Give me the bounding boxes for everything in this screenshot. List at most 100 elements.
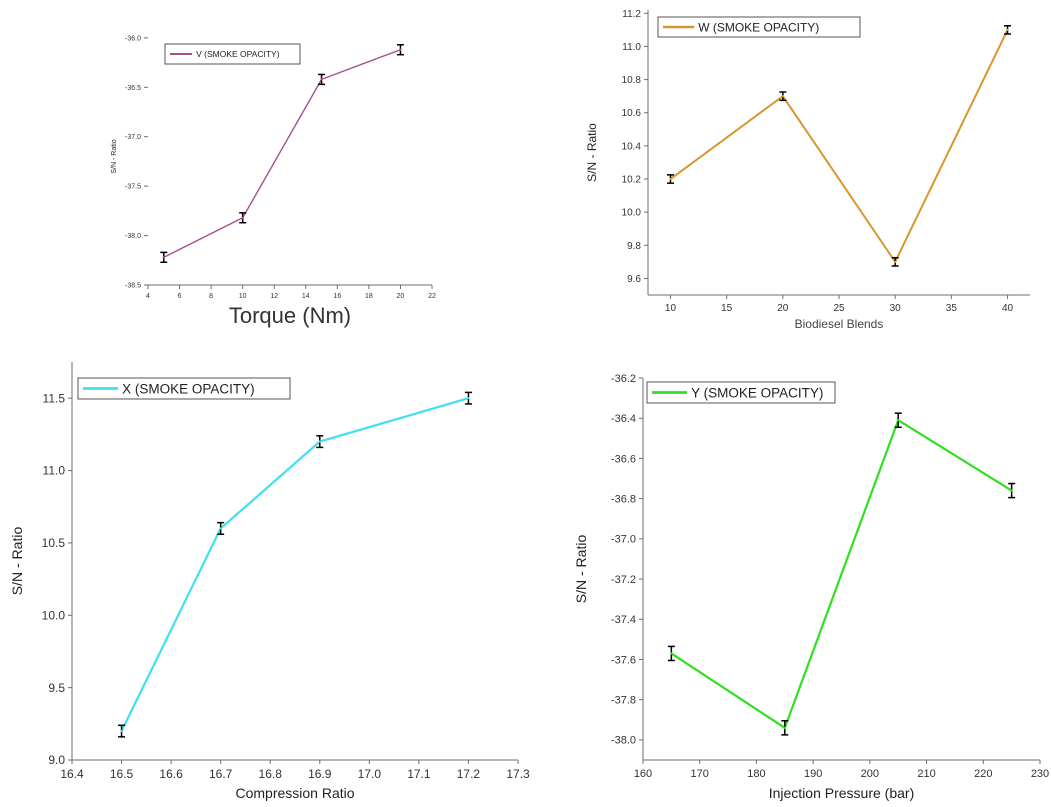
y-tick-label: 11.0 bbox=[622, 42, 641, 53]
data-point bbox=[893, 260, 897, 264]
series-line bbox=[669, 29, 1009, 263]
x-tick-label: 8 bbox=[209, 293, 213, 300]
x-tick-label: 10 bbox=[239, 293, 247, 300]
x-tick-label: 16.9 bbox=[308, 767, 332, 781]
data-point bbox=[1006, 28, 1009, 32]
data-point bbox=[1010, 489, 1013, 492]
x-tick-label: 230 bbox=[1031, 768, 1049, 780]
data-point bbox=[120, 729, 123, 733]
y-tick-label: 11.2 bbox=[622, 9, 641, 20]
y-tick-label: -36.5 bbox=[125, 85, 141, 92]
y-axis-label: S/N - Ratio bbox=[573, 535, 589, 604]
x-tick-label: 6 bbox=[178, 293, 182, 300]
legend: V (SMOKE OPACITY) bbox=[164, 43, 301, 65]
y-tick-label: -36.6 bbox=[611, 453, 636, 465]
x-axis-label: Biodiesel Blends bbox=[795, 317, 884, 331]
data-point bbox=[399, 48, 402, 51]
y-tick-label: 9.5 bbox=[48, 681, 65, 695]
y-tick-label: -37.5 bbox=[125, 184, 141, 191]
x-tick-label: 16.4 bbox=[60, 767, 84, 781]
x-axis-label: Injection Pressure (bar) bbox=[769, 785, 915, 801]
x-tick-label: 20 bbox=[397, 293, 405, 300]
legend-label: V (SMOKE OPACITY) bbox=[196, 49, 280, 59]
y-tick-label: -38.0 bbox=[611, 735, 636, 747]
y-tick-label: -36.8 bbox=[611, 493, 636, 505]
y-tick-label: -36.2 bbox=[611, 373, 636, 385]
data-point bbox=[219, 527, 222, 530]
y-tick-label: 10.5 bbox=[42, 536, 66, 550]
legend-box bbox=[646, 381, 836, 404]
x-tick-label: 40 bbox=[1002, 303, 1014, 314]
data-point bbox=[669, 177, 672, 181]
y-tick-label: 10.8 bbox=[622, 75, 642, 86]
y-tick-label: -37.6 bbox=[611, 654, 636, 666]
x-axis-label: Compression Ratio bbox=[235, 785, 354, 801]
chart-x: 16.4 16.5 16.6 16.7 16.8 16.9 17.0 17.1 17.2 17.3… bbox=[9, 362, 530, 801]
x-tick-label: 220 bbox=[974, 768, 992, 780]
y-tick-label: -37.8 bbox=[611, 695, 636, 707]
x-tick-label: 12 bbox=[270, 293, 278, 300]
legend: W (SMOKE OPACITY) bbox=[657, 16, 861, 38]
y-tick-label: -37.4 bbox=[611, 614, 636, 626]
y-tick-label: 10.4 bbox=[622, 141, 642, 152]
series-line bbox=[670, 419, 1013, 729]
y-tick-label: 10.2 bbox=[622, 175, 642, 186]
legend-box bbox=[77, 377, 291, 400]
y-tick-label: 10.0 bbox=[622, 208, 642, 219]
y-tick-label: 9.8 bbox=[627, 241, 641, 252]
y-axis-label: S/N - Ratio bbox=[9, 527, 25, 596]
legend-box bbox=[164, 43, 301, 65]
x-tick-label: 4 bbox=[146, 293, 150, 300]
data-point bbox=[241, 216, 244, 219]
x-tick-label: 210 bbox=[917, 768, 935, 780]
y-tick-label: -37.0 bbox=[125, 134, 141, 141]
x-tick-label: 17.2 bbox=[457, 767, 481, 781]
x-tick-label: 16.5 bbox=[110, 767, 134, 781]
x-tick-label: 170 bbox=[691, 768, 709, 780]
x-tick-label: 180 bbox=[747, 768, 765, 780]
chart-w: 10 15 20 25 30 35 40 9.6 9.8 10.0 10.2 10.4 10.6 10.8… bbox=[585, 9, 1030, 331]
legend-label: Y (SMOKE OPACITY) bbox=[691, 385, 823, 400]
legend-box bbox=[657, 16, 861, 38]
y-tick-label: 11.0 bbox=[43, 464, 66, 478]
x-tick-label: 16.8 bbox=[259, 767, 283, 781]
x-tick-label: 15 bbox=[721, 303, 733, 314]
data-point bbox=[783, 726, 786, 730]
x-tick-label: 35 bbox=[946, 303, 958, 314]
y-axis-label: S/N - Ratio bbox=[111, 139, 118, 173]
data-point bbox=[318, 440, 321, 443]
x-tick-label: 160 bbox=[634, 768, 652, 780]
data-point bbox=[467, 396, 470, 400]
x-tick-label: 22 bbox=[428, 293, 436, 300]
x-tick-label: 16.7 bbox=[209, 767, 233, 781]
y-tick-label: 9.0 bbox=[48, 753, 65, 767]
x-axis-label: Torque (Nm) bbox=[229, 303, 351, 328]
chart-v: 4 6 8 10 12 14 16 18 20 22 -38.5 -38.0 -37.5 -37.0 -36… bbox=[111, 35, 436, 328]
data-point bbox=[897, 419, 900, 422]
y-tick-label: -36.4 bbox=[611, 413, 636, 425]
legend-label: X (SMOKE OPACITY) bbox=[122, 381, 255, 396]
x-tick-label: 25 bbox=[833, 303, 845, 314]
y-tick-label: -36.0 bbox=[125, 35, 141, 42]
x-tick-label: 190 bbox=[804, 768, 822, 780]
data-point bbox=[320, 78, 323, 81]
x-tick-label: 16.6 bbox=[159, 767, 183, 781]
y-tick-label: -38.0 bbox=[125, 233, 141, 240]
y-tick-label: -38.5 bbox=[125, 282, 141, 289]
x-tick-label: 17.3 bbox=[506, 767, 530, 781]
x-tick-label: 14 bbox=[302, 293, 310, 300]
y-tick-label: 11.5 bbox=[43, 391, 66, 405]
x-tick-label: 30 bbox=[890, 303, 902, 314]
y-axis-label: S/N - Ratio bbox=[585, 123, 599, 182]
x-tick-label: 18 bbox=[365, 293, 373, 300]
legend: Y (SMOKE OPACITY) bbox=[646, 381, 836, 404]
x-tick-label: 17.0 bbox=[358, 767, 382, 781]
y-tick-label: 9.6 bbox=[627, 274, 641, 285]
chart-y: 160 170 180 190 200 210 220 230 -38.0 -37.8 -37.6 -… bbox=[573, 373, 1049, 801]
series-line bbox=[120, 397, 469, 732]
data-point bbox=[162, 256, 165, 259]
data-point bbox=[781, 94, 785, 98]
y-tick-label: -37.2 bbox=[611, 574, 636, 586]
x-tick-label: 10 bbox=[665, 303, 677, 314]
